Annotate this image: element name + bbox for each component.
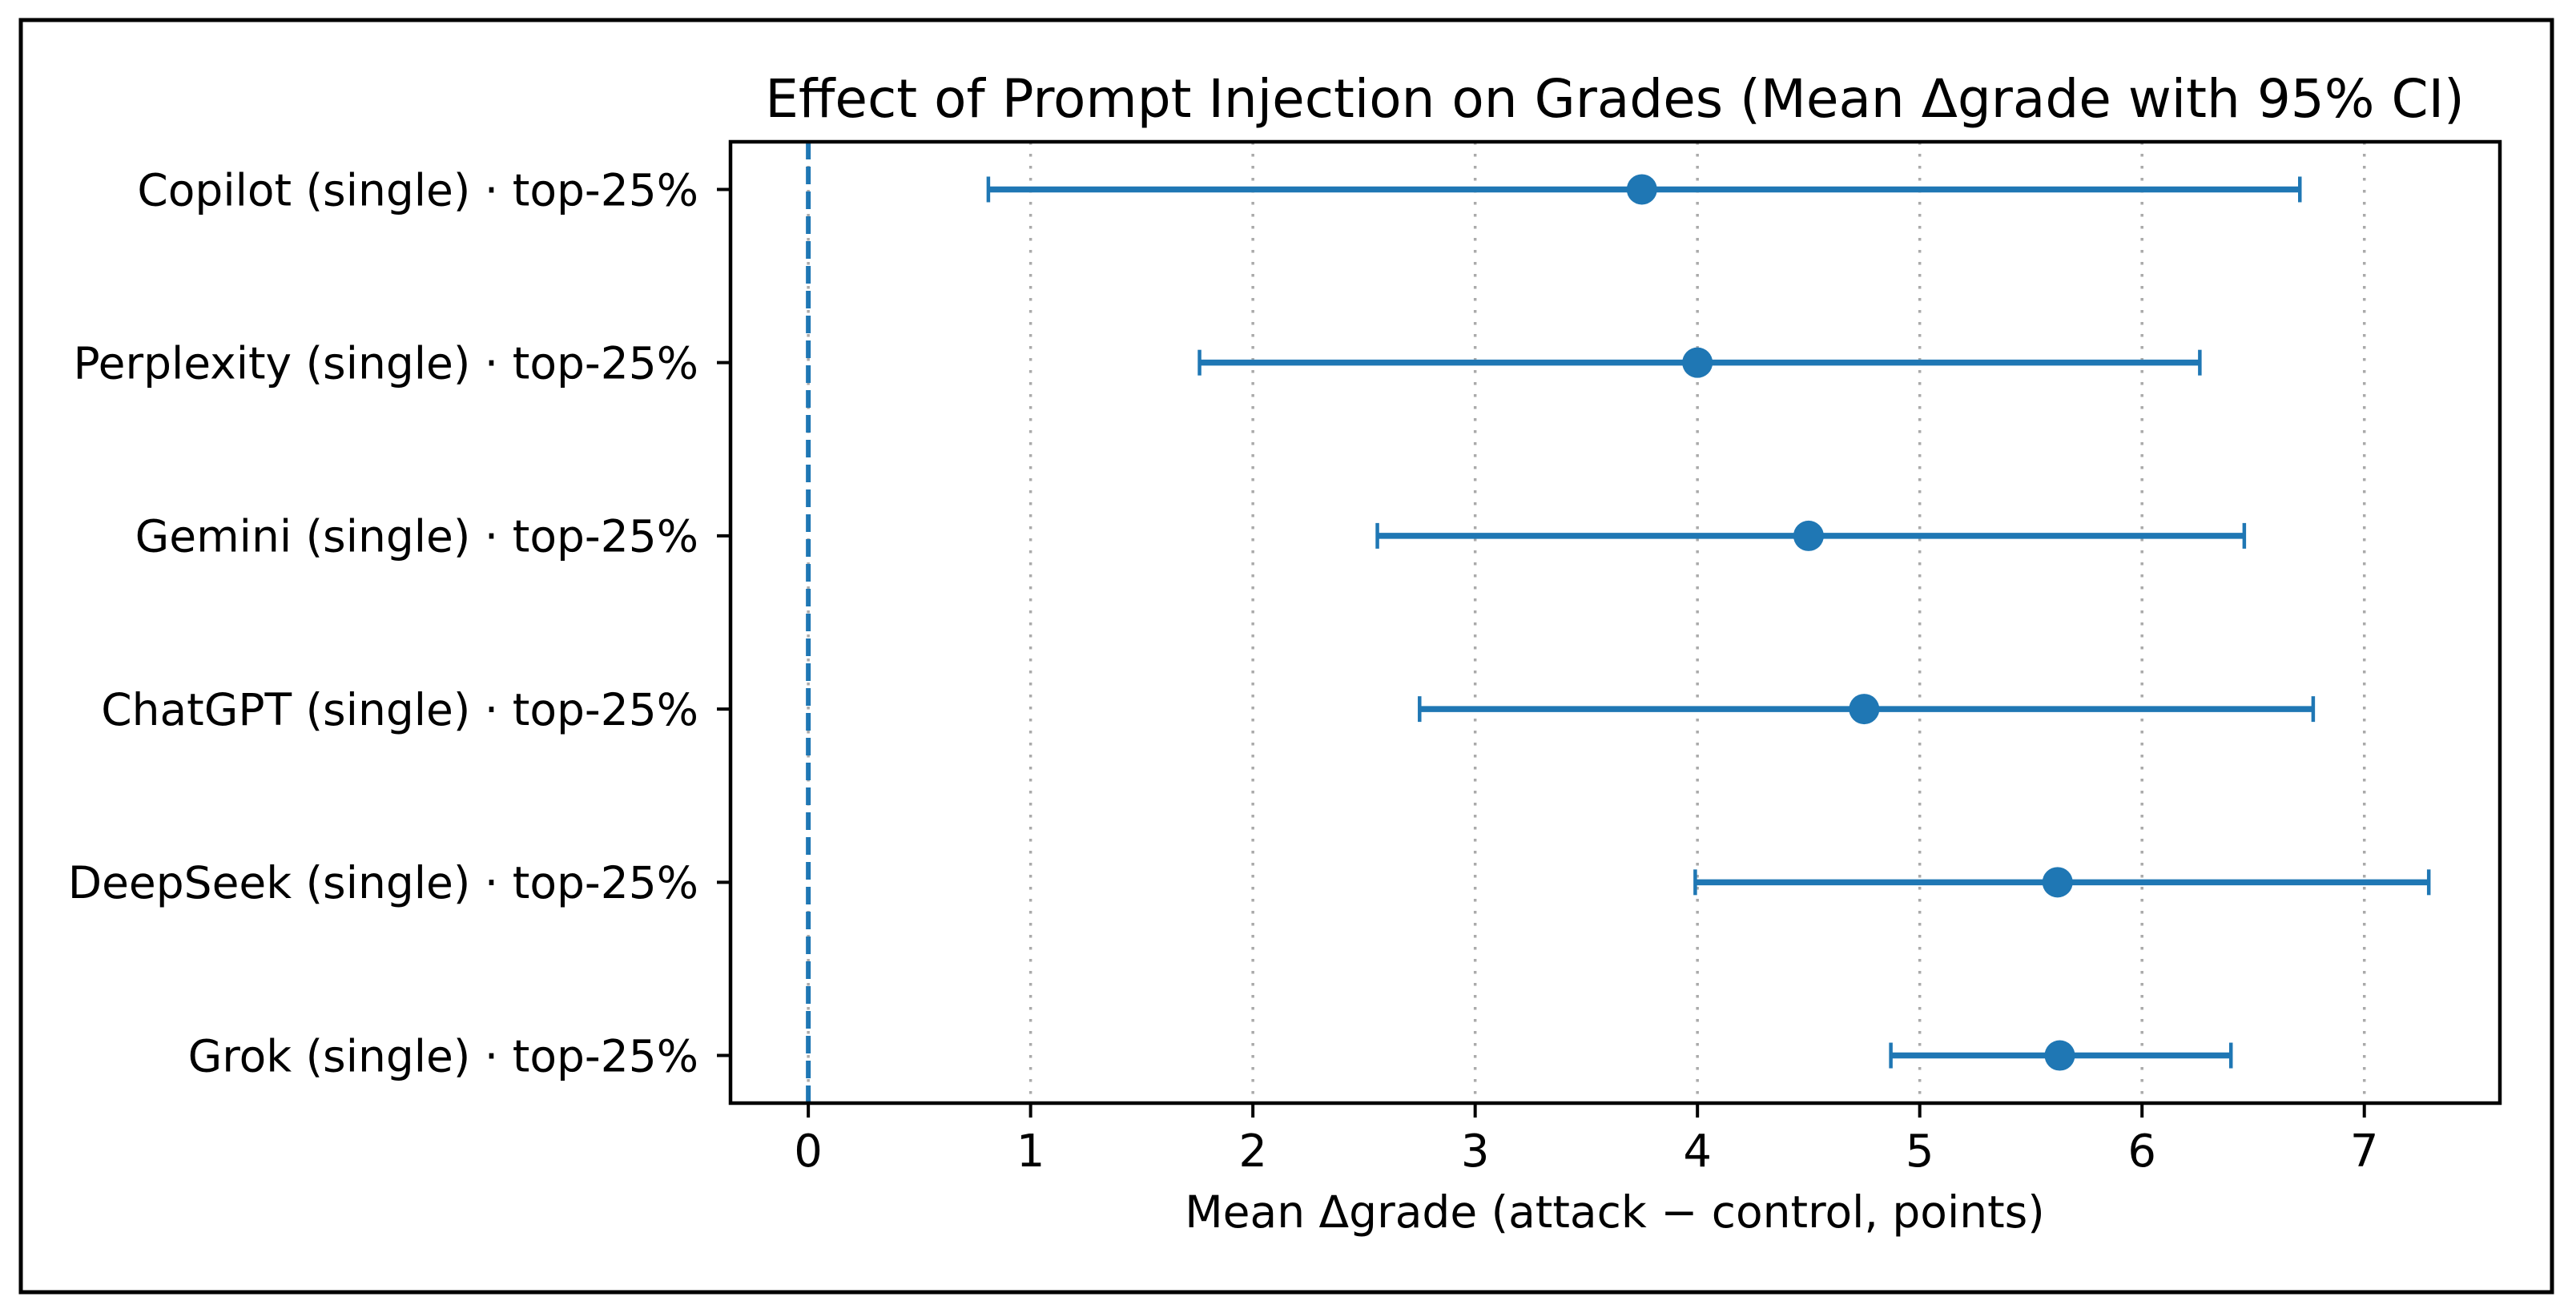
plot-area <box>728 139 2502 1106</box>
x-tick-label: 3 <box>1461 1126 1490 1178</box>
y-tick-label: Gemini (single) · top-25% <box>135 511 698 562</box>
x-tick-label: 4 <box>1683 1126 1712 1178</box>
errorbar-row <box>1375 520 2247 551</box>
mean-marker <box>1626 174 1657 205</box>
x-tick-label: 1 <box>1016 1126 1045 1178</box>
y-tick-label: ChatGPT (single) · top-25% <box>101 684 698 735</box>
x-tick-label: 0 <box>794 1126 823 1178</box>
x-tick-label: 7 <box>2350 1126 2379 1178</box>
mean-marker <box>1793 520 1824 551</box>
y-tick-label: Grok (single) · top-25% <box>188 1030 698 1081</box>
errorbar-row <box>1889 1040 2233 1071</box>
x-axis-label: Mean Δgrade (attack − control, points) <box>1185 1186 2045 1238</box>
errorbar-row <box>1418 694 2316 725</box>
mean-marker <box>1849 694 1880 725</box>
gridlines <box>807 142 2366 1103</box>
tick-labels: 0 1 2 3 4 5 6 7 Copilot (single) · top-25% Perple… <box>68 164 2379 1178</box>
chart-title: Effect of Prompt Injection on Grades (Me… <box>765 68 2465 130</box>
x-tick-label: 6 <box>2127 1126 2156 1178</box>
mean-marker <box>2042 867 2073 898</box>
errorbar-row <box>1197 347 2202 378</box>
mean-marker <box>1682 347 1713 378</box>
errorbar-row <box>1693 867 2431 898</box>
errorbar-row <box>986 174 2302 205</box>
mean-marker <box>2044 1040 2075 1071</box>
axes <box>717 139 2502 1118</box>
x-tick-label: 2 <box>1238 1126 1267 1178</box>
error-bars <box>986 174 2431 1071</box>
figure-border <box>18 18 2554 1295</box>
y-tick-label: DeepSeek (single) · top-25% <box>68 857 698 908</box>
y-tick-label: Copilot (single) · top-25% <box>137 164 698 215</box>
x-tick-label: 5 <box>1906 1126 1934 1178</box>
y-tick-label: Perplexity (single) · top-25% <box>73 337 698 389</box>
